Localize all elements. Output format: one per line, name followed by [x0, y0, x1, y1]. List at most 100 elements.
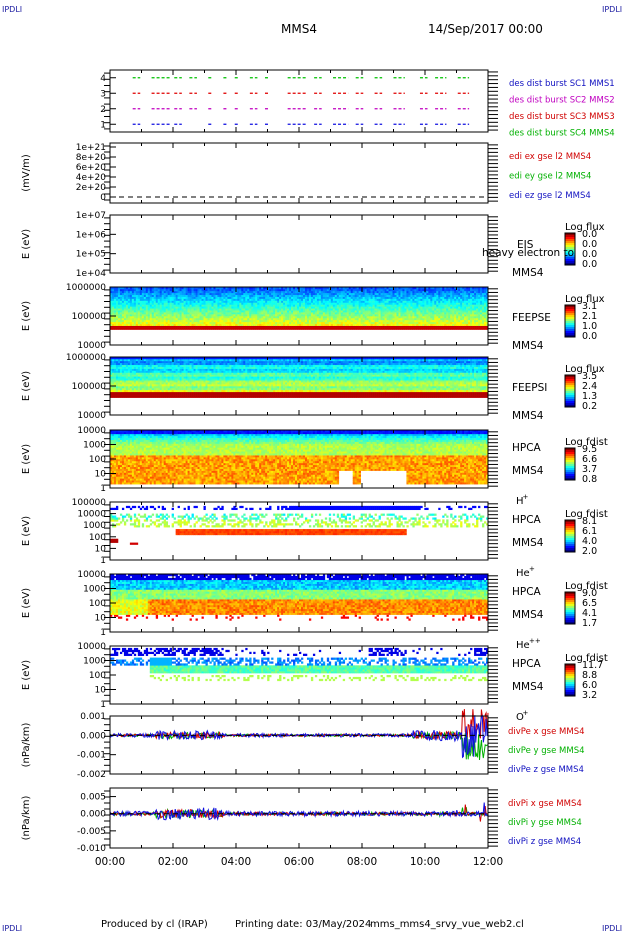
spectrogram-cell	[183, 306, 186, 309]
spectrogram-cell	[159, 300, 163, 303]
spectrogram-cell	[482, 304, 485, 307]
spectrogram-cell	[161, 298, 165, 301]
spectrogram-cell	[356, 306, 359, 309]
spectrogram-cell	[155, 298, 159, 301]
spectrogram-cell	[306, 310, 310, 313]
spectrogram-cell	[141, 378, 145, 381]
spectrogram-cell	[486, 312, 489, 315]
spectrogram-cell	[159, 296, 163, 299]
spectrogram-cell	[334, 314, 338, 317]
spectrogram-cell	[197, 302, 200, 305]
spectrogram-cell	[291, 316, 294, 319]
spectrogram-cell	[209, 304, 212, 307]
spectrogram-cell	[406, 312, 409, 315]
spectrogram-cell	[133, 327, 137, 330]
spectrogram-cell	[111, 389, 115, 393]
spectrogram-cell	[157, 288, 161, 292]
spectrogram-cell	[352, 290, 356, 294]
spectrogram-cell	[430, 296, 433, 299]
spectrogram-cell	[197, 296, 200, 299]
y-tick-label: 100000	[72, 312, 107, 322]
spectrogram-cell	[289, 292, 292, 296]
spectrogram-cell	[121, 319, 125, 323]
colorbar-cell	[565, 325, 575, 328]
spectrogram-cell	[380, 319, 383, 323]
spectrogram-cell	[169, 321, 172, 325]
spectrogram-cell	[312, 296, 316, 299]
spectrogram-cell	[259, 302, 262, 305]
spectrogram-cell	[285, 310, 288, 313]
spectrogram-cell	[157, 310, 161, 313]
spectrogram-cell	[191, 312, 194, 315]
spectrogram-cell	[269, 294, 272, 297]
spectrogram-cell	[193, 298, 196, 301]
spectrogram-cell	[203, 321, 206, 325]
spectrogram-cell	[187, 319, 190, 323]
spectrogram-cell	[392, 321, 395, 325]
spectrogram-cell	[203, 317, 206, 321]
spectrogram-cell	[119, 288, 123, 292]
spectrogram-cell	[139, 380, 143, 383]
spectrogram-cell	[422, 292, 425, 296]
spectrogram-cell	[362, 323, 365, 326]
spectrogram-cell	[394, 308, 397, 311]
spectrogram-cell	[111, 317, 115, 321]
spectrogram-cell	[420, 296, 423, 299]
spectrogram-cell	[430, 300, 433, 303]
spectrogram-cell	[145, 370, 149, 373]
spectrogram-cell	[165, 316, 168, 319]
spectrogram-cell	[430, 294, 433, 297]
spectrogram-cell	[135, 294, 139, 297]
spectrogram-cell	[344, 323, 348, 326]
spectrogram-cell	[137, 387, 141, 391]
spectrogram-cell	[163, 304, 167, 307]
spectrogram-cell	[402, 287, 405, 290]
spectrogram-cell	[332, 298, 336, 301]
spectrogram-cell	[454, 325, 457, 328]
spectrogram-cell	[211, 300, 214, 303]
spectrogram-cell	[356, 298, 359, 301]
spectrogram-cell	[111, 382, 115, 385]
spectrogram-cell	[273, 296, 276, 299]
spectrogram-cell	[235, 298, 238, 301]
spectrogram-cell	[299, 319, 302, 323]
spectrogram-cell	[199, 288, 202, 292]
spectrogram-cell	[191, 294, 194, 297]
spectrogram-cell	[402, 300, 405, 303]
spectrogram-cell	[251, 306, 254, 309]
spectrogram-cell	[394, 294, 397, 297]
spectrogram-cell	[310, 327, 314, 330]
spectrogram-cell	[466, 327, 469, 330]
spectrogram-cell	[223, 302, 226, 305]
colorbar-cell	[565, 261, 575, 264]
spectrogram-cell	[237, 323, 240, 326]
spectrogram-cell	[245, 300, 248, 303]
spectrogram-cell	[141, 382, 145, 385]
spectrogram-cell	[486, 302, 489, 305]
spectrogram-cell	[245, 304, 248, 307]
spectrogram-cell	[370, 321, 373, 325]
spectrogram-cell	[454, 319, 457, 323]
spectrogram-cell	[380, 317, 383, 321]
spectrogram-cell	[189, 319, 192, 323]
spectrogram-cell	[408, 319, 411, 323]
spectrogram-cell	[308, 316, 312, 319]
spectrogram-cell	[167, 323, 170, 326]
spectrogram-cell	[149, 310, 153, 313]
spectrogram-cell	[147, 321, 151, 325]
spectrogram-cell	[362, 327, 365, 330]
spectrogram-cell	[328, 323, 332, 326]
spectrogram-cell	[135, 376, 139, 379]
spectrogram-cell	[131, 294, 135, 297]
spectrogram-cell	[141, 393, 145, 396]
spectrogram-cell	[261, 302, 264, 305]
spectrogram-cell	[110, 288, 113, 292]
spectrogram-cell	[464, 317, 467, 321]
spectrogram-cell	[119, 374, 123, 377]
spectrogram-cell	[418, 290, 421, 294]
spectrogram-cell	[127, 312, 131, 315]
spectrogram-cell	[239, 327, 242, 330]
spectrogram-cell	[163, 308, 167, 311]
spectrogram-cell	[462, 294, 465, 297]
spectrogram-cell	[340, 312, 344, 315]
